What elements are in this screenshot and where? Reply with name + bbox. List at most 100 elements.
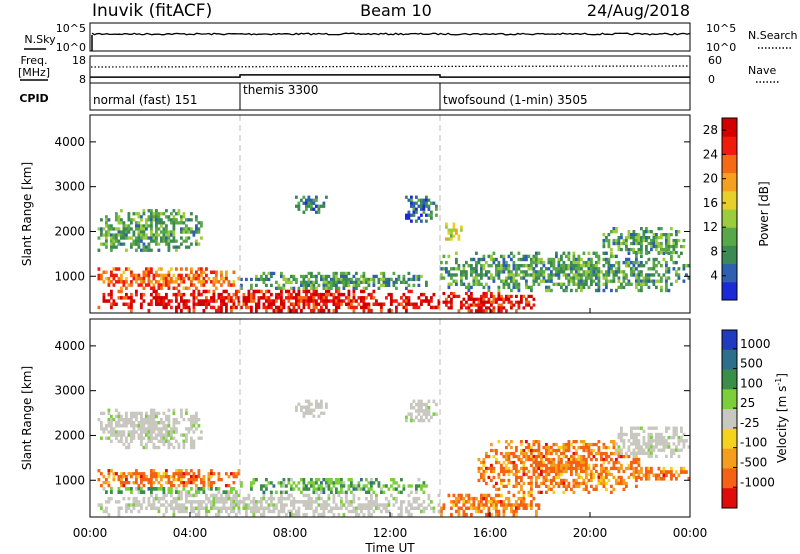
echo-cell [325,274,328,279]
echo-cell [632,442,636,446]
echo-cell [347,296,351,300]
echo-cell [137,487,141,491]
echo-cell [357,302,361,306]
echo-cell [472,500,476,504]
echo-cell [660,227,663,231]
echo-cell [592,475,596,480]
y-tick-label: 2000 [54,428,85,442]
echo-cell [182,215,186,219]
echo-cell [167,273,171,278]
echo-cell [497,267,501,271]
echo-cell [572,251,576,255]
echo-cell [632,466,636,471]
echo-cell [307,302,311,306]
echo-cell [570,472,573,477]
echo-cell [372,296,376,300]
echo-cell [140,424,143,428]
echo-cell [467,264,471,268]
echo-cell [190,487,193,491]
echo-cell [665,267,668,271]
echo-cell [362,280,366,284]
colorbar-swatch [722,118,737,137]
echo-cell [552,475,556,480]
echo-cell [645,470,648,474]
echo-cell [655,476,658,481]
echo-cell [617,435,621,440]
echo-cell [312,490,316,494]
echo-cell [132,411,136,416]
echo-cell [97,503,101,507]
echo-cell [617,469,621,474]
echo-cell [565,484,568,488]
echo-cell [512,282,516,286]
echo-cell [462,297,466,301]
echo-cell [157,233,161,237]
echo-cell [260,496,263,501]
echo-cell [612,279,616,283]
echo-cell [472,303,476,307]
echo-cell [247,296,251,300]
echo-cell [425,402,428,407]
echo-cell [465,285,468,290]
echo-cell [230,296,233,300]
echo-cell [190,436,193,440]
echo-cell [135,469,138,473]
echo-cell [212,506,216,510]
echo-cell [470,267,473,271]
echo-cell [105,424,108,428]
echo-cell [252,509,256,514]
echo-cell [130,487,133,491]
echo-cell [650,435,653,440]
echo-cell [150,484,153,488]
echo-cell [510,273,513,277]
echo-cell [227,506,231,510]
velocity-y-axis-label: Slant Range [km] [20,366,34,470]
echo-cell [165,506,168,510]
echo-cell [365,280,368,284]
echo-cell [365,496,368,501]
echo-cell [242,302,246,306]
echo-cell [297,512,301,517]
echo-cell [285,484,288,488]
echo-cell [145,227,148,231]
echo-cell [110,305,113,310]
echo-cell [502,484,506,488]
echo-cell [342,292,346,297]
echo-cell [127,421,131,425]
echo-cell [600,466,603,471]
echo-cell [130,430,133,434]
echo-cell [245,305,248,310]
echo-cell [335,299,338,303]
echo-cell [217,472,221,476]
echo-cell [302,512,306,517]
echo-cell [100,242,103,246]
echo-cell [217,506,221,510]
echo-cell [137,242,141,246]
echo-cell [570,264,573,268]
echo-cell [600,469,603,474]
echo-cell [127,212,131,216]
echo-cell [615,230,618,234]
echo-cell [632,473,636,478]
echo-cell [387,292,391,297]
echo-cell [487,466,491,471]
echo-cell [347,487,351,491]
echo-cell [357,506,361,510]
echo-cell [125,439,128,443]
echo-cell [387,277,391,282]
echo-cell [590,279,593,283]
echo-cell [542,454,546,459]
echo-cell [335,277,338,282]
echo-cell [617,448,621,453]
echo-cell [177,305,181,310]
echo-cell [135,276,138,281]
echo-cell [280,484,283,488]
echo-cell [165,230,168,234]
echo-cell [345,283,348,287]
echo-cell [495,451,498,456]
echo-cell [630,273,633,277]
echo-cell [612,487,616,491]
echo-cell [312,198,316,202]
echo-cell [547,279,551,283]
echo-cell [207,475,211,479]
